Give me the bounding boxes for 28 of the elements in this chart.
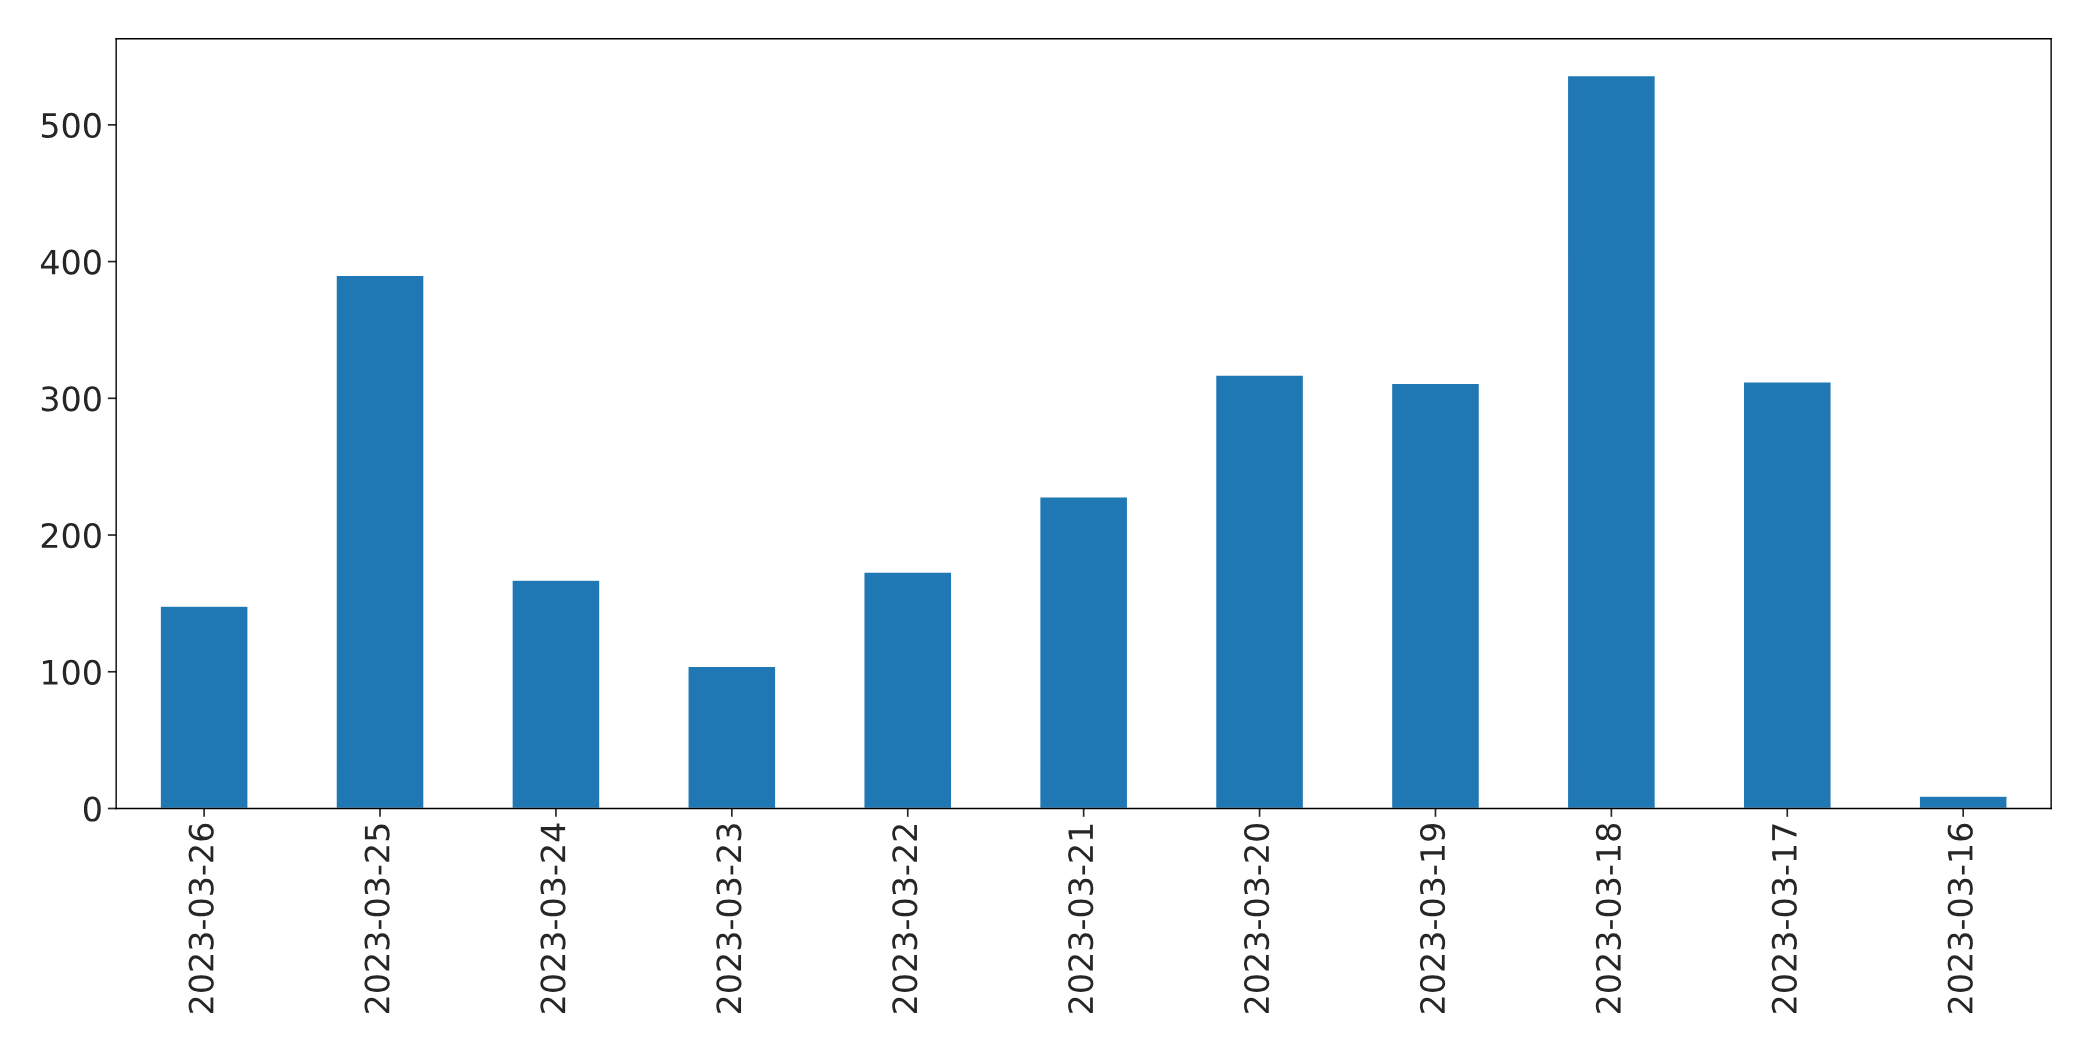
x-tick-label: 2023-03-18 [1595, 823, 1622, 1013]
x-tick-label: 2023-03-21 [1068, 824, 1094, 1013]
y-tick-label: 100 [43, 659, 101, 685]
y-tick-label: 300 [41, 386, 101, 412]
x-tick-label: 2023-03-25 [364, 824, 390, 1013]
x-tick-label: 2023-03-23 [716, 824, 742, 1013]
x-tick-label: 2023-03-24 [540, 823, 566, 1013]
x-tick-label: 2023-03-16 [1947, 823, 1973, 1013]
bar [1390, 382, 1481, 809]
y-tick-label: 400 [40, 249, 101, 275]
y-tick-label: 200 [41, 522, 101, 549]
bar [1038, 496, 1129, 809]
x-tick-label: 2023-03-26 [188, 823, 214, 1013]
x-tick-label: 2023-03-20 [1244, 823, 1270, 1013]
bar [1566, 74, 1657, 809]
y-tick-label: 0 [83, 796, 101, 822]
bar [863, 571, 953, 809]
y-tick-label: 500 [41, 112, 101, 138]
bar [511, 579, 601, 809]
x-tick-label: 2023-03-19 [1419, 824, 1446, 1013]
bar [159, 605, 249, 809]
x-tick-label: 2023-03-17 [1771, 824, 1797, 1013]
x-tick-label: 2023-03-22 [892, 825, 918, 1013]
bar [687, 665, 777, 809]
bar [1918, 795, 2008, 809]
bar [335, 274, 425, 809]
bar [1742, 381, 1832, 809]
bar [1214, 374, 1305, 809]
